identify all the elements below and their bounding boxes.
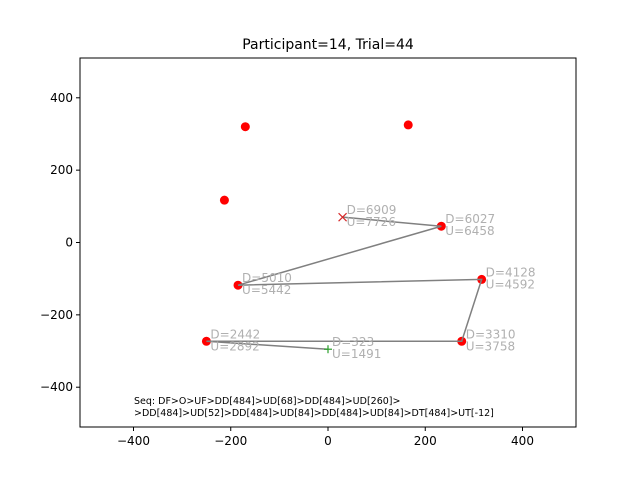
y-tick-label: 200 — [50, 163, 73, 177]
x-tick-label: −200 — [214, 434, 247, 448]
annotation-u-label: U=5442 — [242, 283, 291, 297]
annotation-u-label: U=3758 — [466, 339, 515, 353]
x-tick-label: 0 — [324, 434, 332, 448]
end-marker-b — [338, 212, 348, 222]
y-tick-label: −200 — [40, 308, 73, 322]
sequence-text-line-2: >DD[484]>UD[52]>DD[484]>UD[84]>DD[484]>U… — [134, 408, 494, 419]
start-marker — [324, 345, 332, 354]
y-tick-label: −400 — [40, 380, 73, 394]
annotation-d-label: D=6027 — [445, 212, 495, 226]
annotation-u-label: U=1491 — [332, 347, 381, 361]
annotation-u-label: U=6458 — [445, 224, 494, 238]
sequence-text-line-1: Seq: DF>O>UF>DD[484]>UD[68]>DD[484]>UD[2… — [134, 396, 400, 407]
x-tick-label: 200 — [414, 434, 437, 448]
x-tick-label: 400 — [511, 434, 534, 448]
annotation-d-label: D=2442 — [210, 327, 260, 341]
annotation-u-label: U=4592 — [486, 277, 535, 291]
x-tick-label: −400 — [117, 434, 150, 448]
annotation-d-label: D=4128 — [486, 265, 536, 279]
end-marker — [338, 212, 348, 222]
target-point — [403, 120, 413, 130]
annotation-d-label: D=6909 — [347, 203, 397, 217]
chart-title: Participant=14, Trial=44 — [242, 37, 414, 53]
annotation-u-label: U=2892 — [210, 339, 259, 353]
axes-frame — [79, 57, 577, 428]
y-tick-label: 0 — [65, 236, 73, 250]
target-point — [240, 122, 250, 132]
target-point — [219, 195, 229, 205]
annotation-d-label: D=5010 — [242, 271, 292, 285]
plot-area: −400 −200 0 200 400 −400 −200 0 200 400 D=323U=149… — [40, 57, 577, 448]
y-tick-label: 400 — [50, 91, 73, 105]
annotation-d-label: D=3310 — [466, 327, 516, 341]
annotation-d-label: D=323 — [332, 335, 374, 349]
annotation-u-label: U=7726 — [347, 215, 396, 229]
cursor-path-line — [206, 216, 483, 350]
